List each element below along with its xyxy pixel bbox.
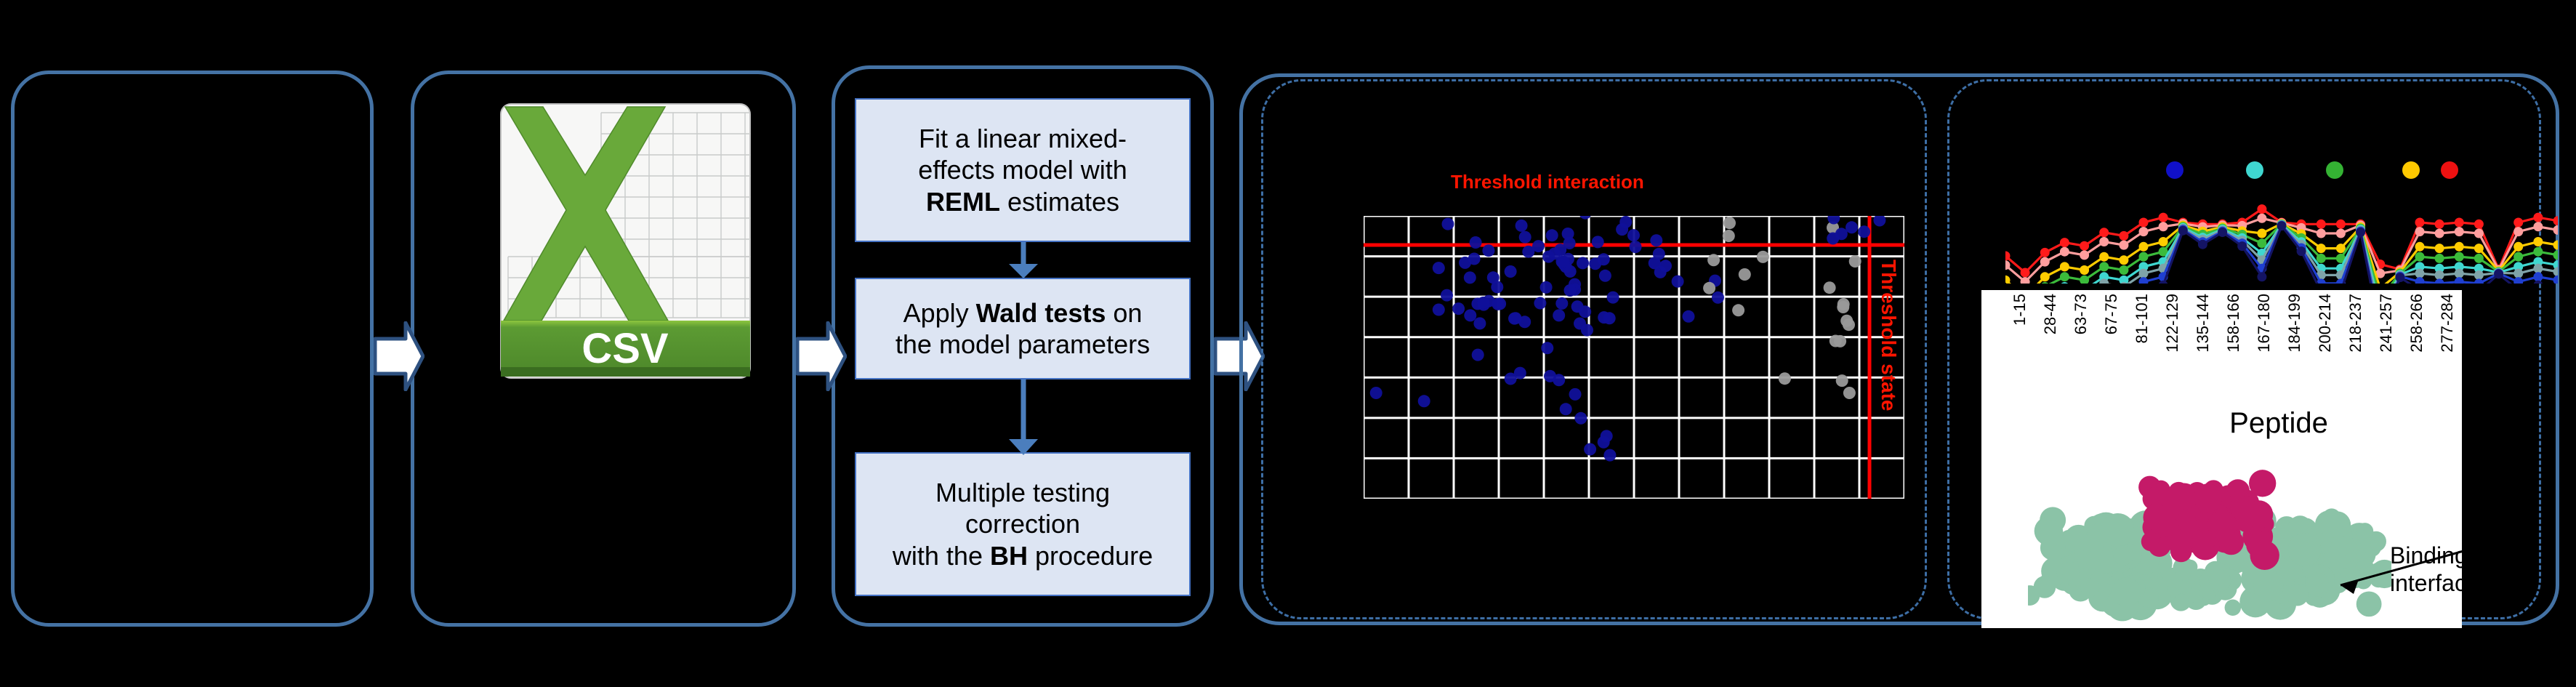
svg-text:CSV: CSV [581, 325, 669, 372]
